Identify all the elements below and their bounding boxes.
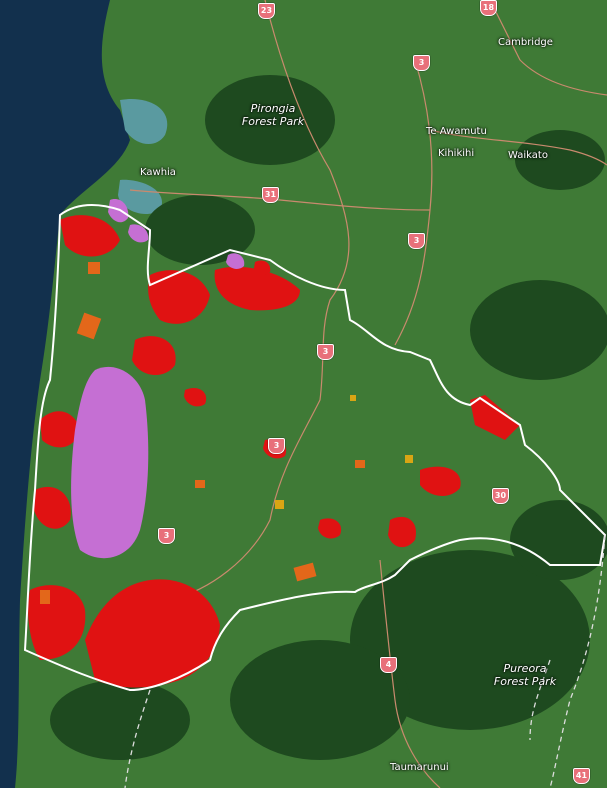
route-shield-23: 23	[258, 3, 275, 19]
district-boundary	[23, 204, 607, 692]
kawhia-harbour	[120, 99, 168, 145]
ocean	[0, 0, 130, 788]
orange-zones	[40, 262, 365, 604]
route-shield-3: 3	[158, 528, 175, 544]
place-kihikihi: Kihikihi	[438, 148, 475, 159]
purple-zones	[71, 199, 245, 559]
route-shield-41: 41	[573, 768, 590, 784]
route-shield-3: 3	[317, 344, 334, 360]
park-pirongia: Pirongia Forest Park	[241, 102, 305, 128]
place-taumarunui: Taumarunui	[390, 762, 449, 773]
forest-areas	[50, 75, 607, 760]
park-pureora: Pureora Forest Park	[493, 662, 557, 688]
route-shield-3: 3	[413, 55, 430, 71]
route-shield-30: 30	[492, 488, 509, 504]
kawhia-harbour-south	[118, 179, 162, 215]
place-kawhia: Kawhia	[140, 167, 176, 178]
place-cambridge: Cambridge	[498, 37, 553, 48]
gold-zones	[275, 395, 413, 509]
route-shield-4: 4	[380, 657, 397, 673]
place-waikato: Waikato	[508, 150, 548, 161]
route-shield-18: 18	[480, 0, 497, 16]
admin-boundaries	[124, 534, 606, 788]
roads	[129, 0, 607, 788]
red-zones	[28, 215, 520, 688]
route-shield-31: 31	[262, 187, 279, 203]
place-te-awamutu: Te Awamutu	[426, 126, 487, 137]
route-shield-3: 3	[408, 233, 425, 249]
route-shield-3: 3	[268, 438, 285, 454]
